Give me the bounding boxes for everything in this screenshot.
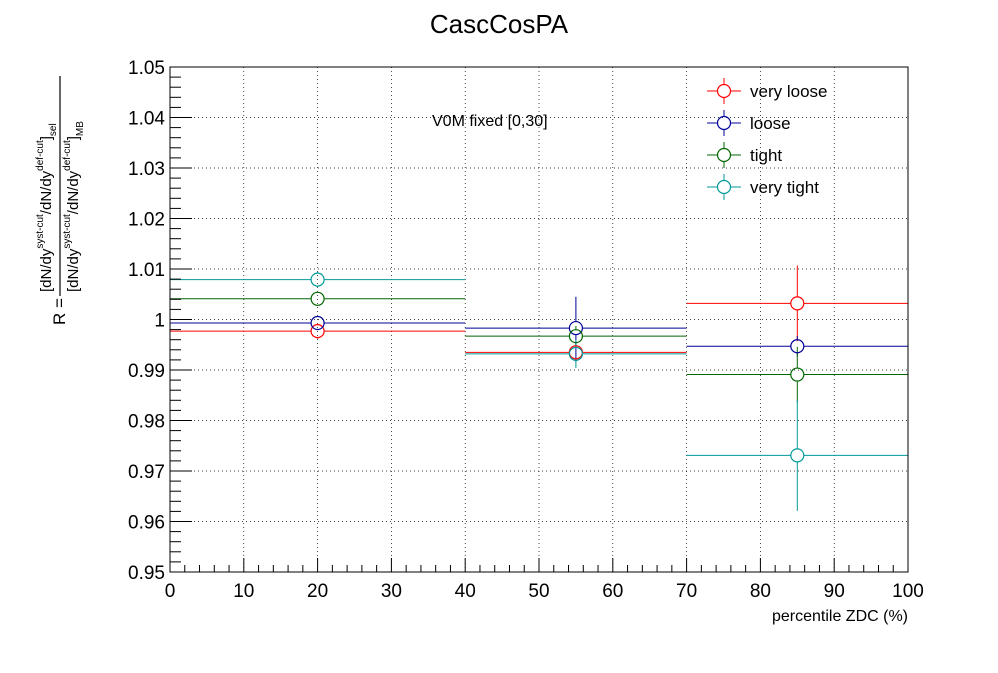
data-point <box>790 339 805 354</box>
x-tick-label: 30 <box>381 581 402 602</box>
y-tick-label: 1 <box>154 311 165 332</box>
x-tick-label: 20 <box>307 581 328 602</box>
y-tick-label: 0.98 <box>128 412 165 433</box>
y-tick-labels: 0.95 0.96 0.97 0.98 0.99 1 1.01 1.02 1.03 1.04 1.0… <box>128 58 165 584</box>
y-tick-label: 0.97 <box>128 462 165 483</box>
legend-label: tight <box>750 146 782 165</box>
data-point <box>790 296 805 311</box>
x-tick-label: 70 <box>676 581 697 602</box>
x-tick-label: 10 <box>233 581 254 602</box>
data-point <box>568 329 584 344</box>
ticks <box>169 66 909 573</box>
x-tick-label: 50 <box>528 581 549 602</box>
y-tick-label: 0.99 <box>128 361 165 382</box>
x-tick-label: 60 <box>602 581 623 602</box>
y-axis-title-denominator: [dN/dysyst-cut/dN/dydef-cut]MB <box>62 121 86 292</box>
y-tick-label: 0.95 <box>128 563 165 584</box>
y-tick-label: 1.04 <box>128 109 165 130</box>
x-tick-label: 40 <box>455 581 476 602</box>
legend-label: loose <box>750 114 791 133</box>
data-point <box>310 315 325 331</box>
x-tick-label: 0 <box>165 581 176 602</box>
legend-marker <box>716 179 732 195</box>
y-tick-label: 1.05 <box>128 58 165 79</box>
data-point <box>310 324 325 339</box>
x-axis-title: percentile ZDC (%) <box>772 608 908 625</box>
data-point <box>310 291 325 306</box>
legend-marker <box>716 115 732 131</box>
error-bars <box>170 265 908 511</box>
data-point <box>310 272 325 287</box>
data-point <box>568 346 584 361</box>
y-axis-title-numerator: [dN/dysyst-cut/dN/dydef-cut]sel <box>35 123 59 292</box>
legend: very loose loose tight very tight <box>707 78 827 200</box>
data-point <box>790 448 805 463</box>
data-point <box>790 367 805 382</box>
legend-label: very loose <box>750 82 827 101</box>
legend-marker <box>716 147 732 163</box>
y-tick-label: 1.02 <box>128 210 165 231</box>
y-tick-label: 1.03 <box>128 159 165 180</box>
legend-label: very tight <box>750 178 819 197</box>
chart-title: CascCosPA <box>430 9 569 39</box>
y-axis-title-prefix: R = <box>50 298 69 325</box>
y-tick-label: 0.96 <box>128 513 165 534</box>
data-point <box>568 320 584 336</box>
annotation: V0M fixed [0,30] <box>432 113 548 130</box>
x-tick-label: 90 <box>824 581 845 602</box>
x-tick-label: 80 <box>750 581 771 602</box>
grid <box>170 67 908 572</box>
y-tick-label: 1.01 <box>128 260 165 281</box>
x-tick-labels: 0 10 20 30 40 50 60 70 80 90 100 <box>165 581 924 602</box>
data-markers <box>310 272 805 463</box>
x-tick-label: 100 <box>892 581 924 602</box>
y-axis-title: R = [dN/dysyst-cut/dN/dydef-cut]sel [dN/… <box>35 76 86 325</box>
legend-marker <box>716 83 732 99</box>
